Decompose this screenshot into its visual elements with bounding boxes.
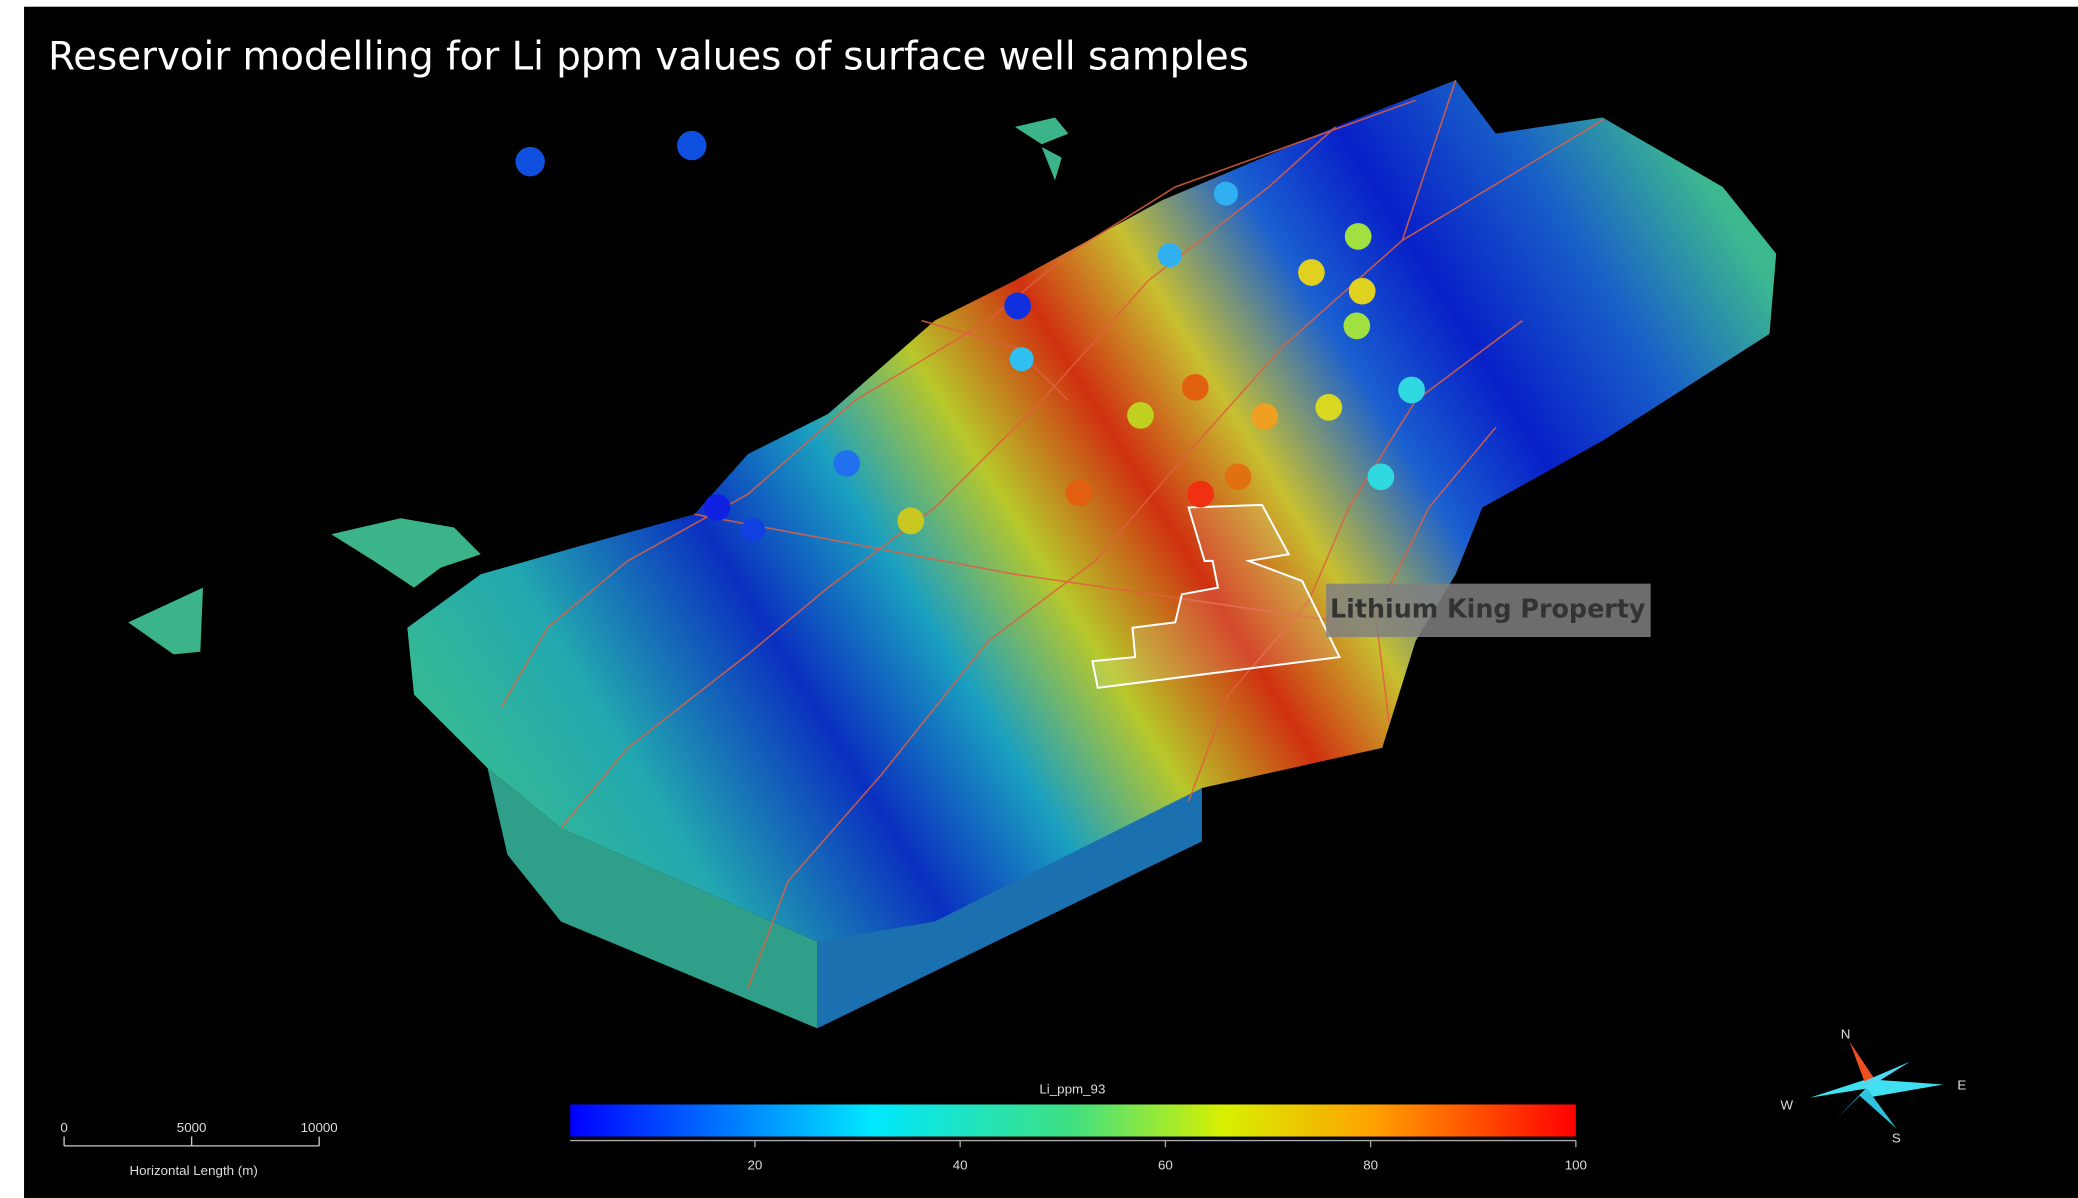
model-side [487,767,818,1029]
compass-e: E [1957,1077,1966,1092]
colorbar-tick-label: 40 [953,1157,968,1172]
colorbar-title: Li_ppm_93 [1039,1081,1105,1096]
scale-bar-label: Horizontal Length (m) [129,1163,257,1178]
model-side [817,787,1202,1029]
fault-lines [500,79,1603,989]
reservoir-model [407,80,1777,942]
title: Reservoir modelling for Li ppm values of… [48,34,1249,79]
property-outline [1091,503,1341,689]
compass [1809,1041,1944,1129]
colorbar-tick-label: 100 [1565,1157,1587,1172]
scale-bar-tick-label: 10000 [301,1120,338,1135]
colorbar [570,1104,1576,1137]
colorbar-tick-label: 80 [1363,1157,1378,1172]
wells [515,130,1425,543]
colorbar-tick-label: 20 [748,1157,763,1172]
scale-bar-tick-label: 5000 [177,1120,207,1135]
compass-n: N [1841,1027,1851,1042]
compass-w: W [1781,1097,1794,1112]
scale-bar-tick-label: 0 [60,1120,67,1135]
annotation-box [1326,583,1651,638]
compass-s: S [1892,1131,1901,1146]
colorbar-tick-label: 60 [1158,1157,1173,1172]
islands [128,117,1069,655]
annotation-label: Lithium King Property [1330,593,1646,623]
